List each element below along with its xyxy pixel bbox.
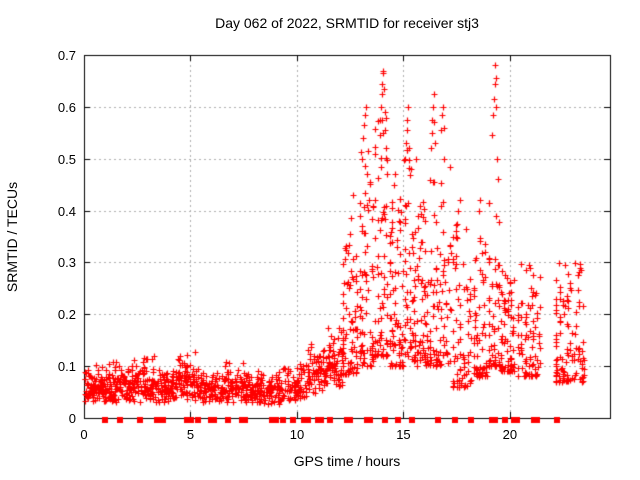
- x-tick-label: 10: [289, 427, 305, 442]
- y-tick-label: 0.1: [57, 359, 76, 375]
- y-axis-label: SRMTID / TECUs: [4, 181, 20, 293]
- y-tick-label: 0.2: [57, 307, 76, 323]
- x-axis-label: GPS time / hours: [293, 453, 401, 469]
- y-tick-label: 0.4: [57, 203, 76, 219]
- y-tick-label: 0: [68, 411, 76, 426]
- y-tick-label: 0.3: [57, 255, 76, 271]
- chart-title: Day 062 of 2022, SRMTID for receiver stj…: [215, 15, 479, 31]
- y-tick-label: 0.5: [57, 151, 76, 167]
- y-tick-label: 0.6: [57, 99, 76, 115]
- y-tick-label: 0.7: [57, 48, 76, 63]
- x-tick-label: 5: [186, 427, 195, 442]
- x-tick-label: 20: [502, 427, 518, 442]
- x-tick-label: 15: [396, 427, 411, 442]
- x-tick-label: 0: [80, 427, 88, 442]
